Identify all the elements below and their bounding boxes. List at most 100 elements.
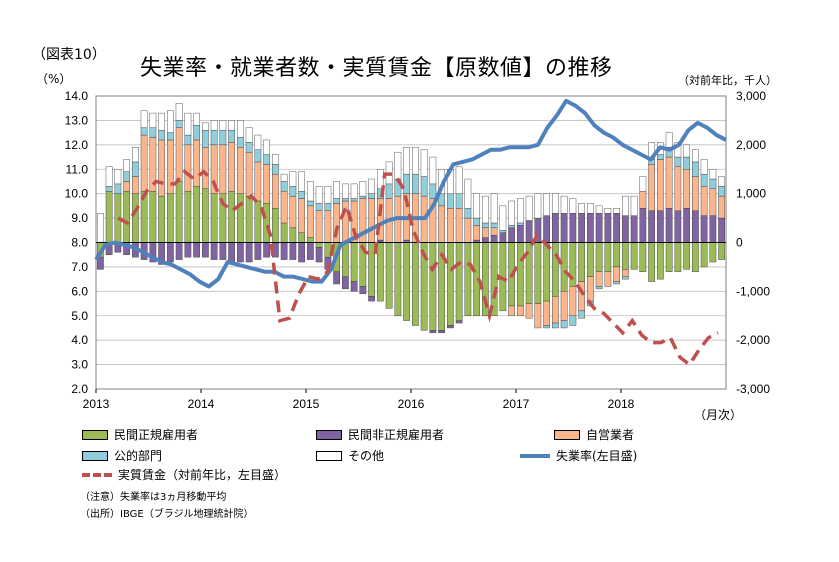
bar-public	[482, 222, 489, 229]
bar-public	[447, 193, 454, 209]
bar-private-informal	[630, 215, 638, 243]
bar-public	[517, 222, 524, 226]
bar-other	[525, 195, 533, 221]
bar-private-informal	[289, 242, 297, 260]
bar-public	[674, 156, 682, 168]
bar-private-informal	[193, 242, 200, 258]
bar-other	[622, 195, 629, 216]
bar-public	[210, 129, 218, 146]
bar-private-formal	[289, 227, 297, 243]
bar-public	[315, 203, 323, 211]
bar-other	[552, 193, 559, 214]
bar-other	[123, 159, 130, 172]
bar-private-informal	[237, 242, 244, 263]
bar-self-employed	[534, 303, 542, 329]
bar-private-informal	[665, 208, 673, 243]
bar-other	[683, 144, 690, 158]
bar-public	[499, 230, 507, 233]
bar-other	[272, 154, 279, 165]
bar-public	[184, 134, 192, 146]
bar-self-employed	[228, 142, 235, 192]
bar-private-formal	[237, 193, 244, 243]
left-tick-label: 6.0	[71, 284, 88, 298]
bar-private-formal	[315, 242, 323, 248]
left-tick-label: 2.0	[71, 382, 88, 396]
bar-private-formal	[149, 191, 157, 243]
bar-self-employed	[132, 176, 139, 194]
bar-self-employed	[648, 164, 655, 211]
bar-private-informal	[639, 208, 647, 243]
right-tick-label: 1,000	[736, 187, 766, 201]
legend-label-real-wage: 実質賃金（対前年比，左目盛）	[118, 468, 287, 482]
bar-other	[543, 193, 550, 216]
legend-label-unemployment: 失業率(左目盛)	[556, 449, 638, 463]
bar-private-informal	[692, 210, 699, 243]
bar-private-formal	[648, 242, 655, 282]
bar-private-informal	[438, 330, 445, 334]
bar-private-informal	[254, 242, 262, 260]
bar-private-informal	[368, 296, 375, 302]
bar-self-employed	[569, 286, 577, 316]
note-unemployment: （注意）失業率は3ヵ月移動平均	[80, 492, 227, 503]
bar-private-formal	[692, 242, 699, 272]
bar-self-employed	[324, 210, 332, 243]
bar-private-formal	[569, 242, 577, 287]
bar-other	[490, 193, 498, 224]
bar-private-formal	[639, 242, 647, 272]
x-tick-label: 2013	[83, 397, 110, 411]
bar-other	[324, 186, 332, 204]
bar-private-informal	[210, 242, 218, 260]
legend-real-wage: 実質賃金（対前年比，左目盛）	[82, 466, 286, 483]
bar-public	[263, 154, 270, 165]
bar-public	[657, 154, 664, 160]
bar-public	[175, 120, 183, 128]
bar-private-informal	[342, 276, 349, 290]
bar-private-formal	[447, 242, 454, 326]
legend-other: その他	[316, 447, 384, 464]
bar-public	[595, 286, 603, 290]
bar-self-employed	[289, 195, 297, 229]
bar-public	[350, 198, 358, 202]
legend-line-unemployment	[520, 453, 550, 458]
bar-other	[368, 178, 375, 194]
bar-other	[210, 120, 218, 131]
bar-public	[193, 125, 200, 141]
bar-private-formal	[132, 193, 139, 243]
bar-other	[350, 183, 358, 199]
right-tick-label: -2,000	[736, 333, 770, 347]
bar-other	[429, 156, 437, 185]
legend-label-private-formal: 民間正規雇用者	[114, 428, 199, 442]
left-tick-label: 4.0	[71, 333, 88, 347]
bar-self-employed	[158, 139, 165, 197]
bar-private-informal	[280, 242, 288, 260]
right-tick-label: -1,000	[736, 284, 770, 298]
bar-self-employed	[202, 147, 209, 189]
bar-self-employed	[595, 271, 603, 287]
bar-private-informal	[525, 220, 533, 243]
bar-private-formal	[613, 242, 620, 268]
left-tick-label: 7.0	[71, 260, 88, 274]
bar-self-employed	[692, 176, 699, 211]
bar-private-informal	[622, 215, 629, 243]
bar-public	[105, 186, 113, 192]
bar-private-informal	[604, 212, 612, 243]
bar-private-informal	[569, 212, 577, 243]
bar-other	[377, 169, 384, 189]
bar-self-employed	[709, 188, 717, 216]
bar-other	[97, 212, 104, 243]
legend-swatch-other	[316, 450, 342, 461]
x-tick-label: 2015	[293, 397, 320, 411]
bar-private-informal	[175, 242, 183, 260]
bar-self-employed	[639, 191, 647, 209]
bar-self-employed	[508, 305, 515, 316]
bar-private-formal	[307, 237, 314, 243]
bar-self-employed	[368, 198, 375, 243]
bar-private-formal	[272, 208, 279, 243]
bar-private-informal	[578, 212, 585, 243]
bar-public	[228, 129, 235, 143]
bar-public	[280, 181, 288, 192]
bar-self-employed	[552, 296, 559, 324]
bar-private-informal	[307, 242, 314, 260]
bar-public	[622, 276, 629, 280]
bar-other	[140, 110, 148, 128]
